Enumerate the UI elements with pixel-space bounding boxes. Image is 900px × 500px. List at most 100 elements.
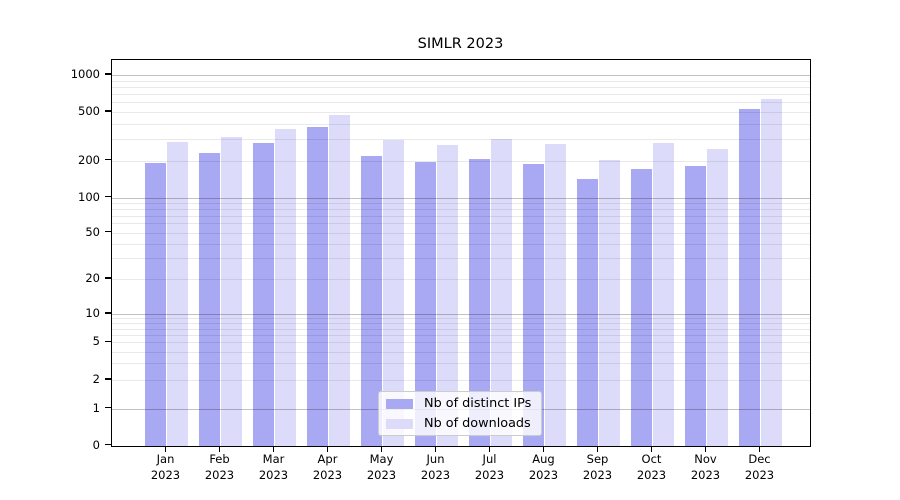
gridline-7 [112, 328, 810, 330]
bar-nov-downloads [706, 148, 729, 446]
bar-feb-downloads [220, 137, 243, 446]
x-tick-label-dec: Dec 2023 [744, 452, 775, 482]
gridline-5 [112, 342, 810, 344]
x-tick-mark-jun [434, 446, 437, 452]
x-tick-label-jan: Jan 2023 [150, 452, 181, 482]
y-tick-mark-2 [105, 378, 111, 380]
bar-sep-downloads [598, 159, 621, 446]
bar-aug-downloads [544, 143, 567, 446]
y-tick-label-100: 100 [78, 189, 100, 204]
gridline-2 [112, 380, 810, 382]
x-tick-mark-feb [218, 446, 221, 452]
y-tick-label-2: 2 [92, 372, 100, 387]
x-tick-mark-dec [758, 446, 761, 452]
bar-apr-distinct-ips [306, 126, 329, 446]
bar-jun-distinct-ips [414, 162, 437, 446]
bars-layer [112, 60, 810, 446]
bar-dec-downloads [760, 99, 783, 446]
gridline-200 [112, 160, 810, 162]
legend: Nb of distinct IPs Nb of downloads [378, 391, 542, 436]
y-tick-label-20: 20 [85, 270, 100, 285]
y-tick-label-0: 0 [92, 437, 100, 452]
gridline-400 [112, 123, 810, 125]
bar-apr-downloads [328, 115, 351, 446]
x-tick-label-mar: Mar 2023 [258, 452, 289, 482]
legend-row-distinct-ips: Nb of distinct IPs [386, 395, 533, 412]
bar-oct-distinct-ips [630, 168, 653, 446]
bar-mar-downloads [274, 129, 297, 446]
x-tick-mark-aug [542, 446, 545, 452]
bar-aug-distinct-ips [522, 164, 545, 446]
x-tick-label-jun: Jun 2023 [420, 452, 451, 482]
gridline-80 [112, 208, 810, 210]
chart-title: SIMLR 2023 [417, 36, 504, 52]
y-tick-mark-0 [105, 443, 111, 446]
y-tick-mark-1 [105, 406, 111, 409]
gridline-60 [112, 223, 810, 225]
bar-nov-distinct-ips [684, 165, 707, 446]
gridline-900 [112, 80, 810, 82]
y-tick-mark-100 [105, 195, 111, 198]
gridline-300 [112, 139, 810, 141]
legend-swatch-downloads [386, 418, 413, 429]
x-tick-label-feb: Feb 2023 [204, 452, 235, 482]
gridline-100 [112, 197, 810, 199]
gridline-40 [112, 243, 810, 245]
x-tick-mark-apr [326, 446, 329, 452]
y-tick-label-5: 5 [92, 334, 100, 349]
legend-row-downloads: Nb of downloads [386, 415, 533, 432]
gridline-3 [112, 363, 810, 365]
x-tick-label-apr: Apr 2023 [312, 452, 343, 482]
gridline-70 [112, 215, 810, 217]
bar-oct-downloads [652, 143, 675, 446]
y-tick-label-50: 50 [85, 224, 100, 239]
y-tick-mark-50 [105, 230, 111, 233]
grid-layer [112, 60, 810, 446]
x-tick-label-may: May 2023 [366, 452, 397, 482]
y-tick-mark-200 [105, 158, 111, 161]
bar-dec-distinct-ips [738, 108, 761, 446]
gridline-10 [112, 314, 810, 315]
gridline-50 [112, 232, 810, 234]
y-tick-label-1: 1 [92, 400, 100, 415]
bar-jun-downloads [436, 145, 459, 446]
gridline-20 [112, 278, 810, 280]
gridline-8 [112, 323, 810, 325]
gridline-500 [112, 111, 810, 113]
legend-label-distinct-ips: Nb of distinct IPs [424, 396, 532, 411]
x-tick-mark-mar [272, 446, 275, 452]
x-tick-mark-jul [488, 446, 491, 452]
gridline-800 [112, 86, 810, 88]
bar-may-distinct-ips [360, 156, 383, 446]
y-tick-mark-10 [105, 312, 111, 314]
gridline-4 [112, 351, 810, 353]
legend-label-downloads: Nb of downloads [424, 416, 531, 431]
bar-sep-distinct-ips [576, 179, 599, 446]
x-tick-label-jul: Jul 2023 [474, 452, 505, 482]
x-tick-label-nov: Nov 2023 [690, 452, 721, 482]
y-tick-mark-500 [105, 110, 111, 112]
bar-jul-distinct-ips [468, 158, 491, 446]
gridline-700 [112, 93, 810, 95]
gridline-9 [112, 318, 810, 320]
bar-may-downloads [382, 140, 405, 446]
x-tick-mark-jan [164, 446, 167, 452]
bar-jan-distinct-ips [144, 163, 167, 446]
x-tick-mark-oct [650, 446, 653, 452]
y-tick-mark-1000 [105, 73, 111, 75]
plot-area [111, 59, 811, 447]
bar-mar-distinct-ips [252, 142, 275, 446]
x-tick-mark-nov [704, 446, 707, 452]
x-tick-mark-sep [596, 446, 599, 452]
x-tick-label-oct: Oct 2023 [636, 452, 667, 482]
gridline-600 [112, 102, 810, 104]
gridline-6 [112, 334, 810, 336]
y-tick-label-10: 10 [85, 306, 100, 320]
gridline-90 [112, 202, 810, 204]
gridline-1000 [112, 75, 810, 76]
x-tick-label-aug: Aug 2023 [528, 452, 559, 482]
gridline-30 [112, 258, 810, 260]
y-tick-label-200: 200 [78, 152, 100, 167]
legend-swatch-distinct-ips [386, 398, 413, 409]
